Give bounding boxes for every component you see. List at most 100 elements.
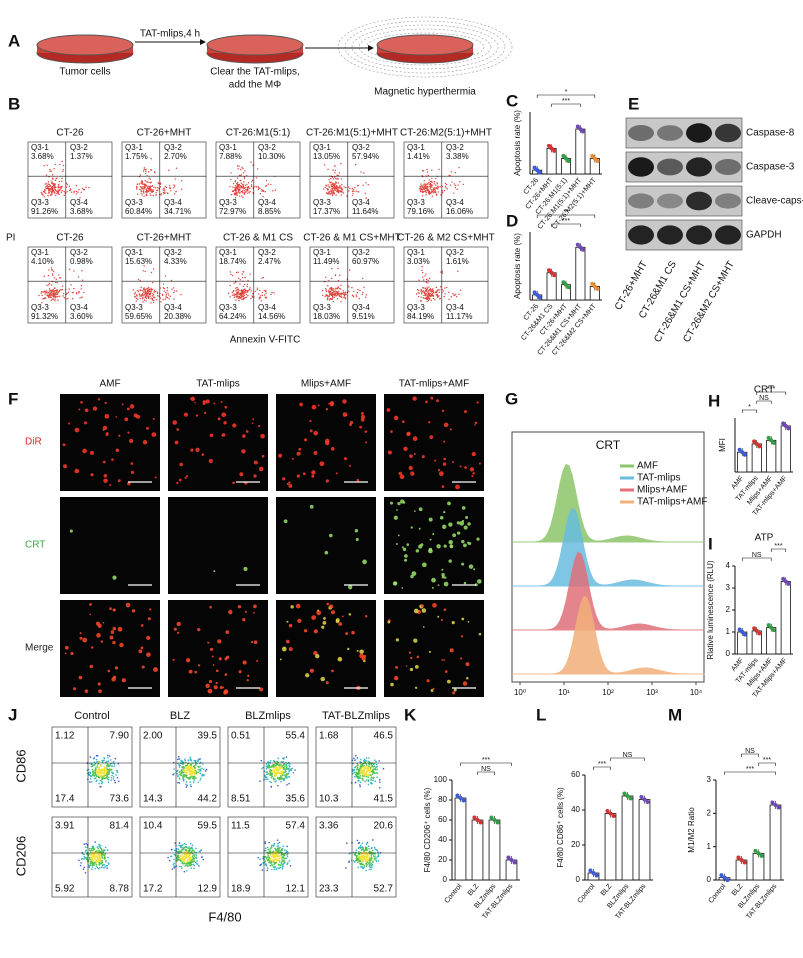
event-dot <box>259 289 261 292</box>
event-dot <box>58 290 61 292</box>
event-dot <box>81 279 84 281</box>
event-dot <box>139 279 141 282</box>
event-dot <box>83 189 86 191</box>
column-title: AMF <box>99 379 120 390</box>
event-dot <box>235 299 237 301</box>
cell-signal <box>467 620 470 623</box>
event-dot <box>147 295 149 297</box>
event-dot <box>270 183 272 186</box>
cell-signal <box>459 465 462 468</box>
event-dot <box>236 194 238 197</box>
event-dot <box>141 293 144 295</box>
cell-signal <box>360 414 366 419</box>
event-dot <box>106 774 108 776</box>
event-dot <box>340 294 343 296</box>
event-dot <box>375 771 378 774</box>
cell-signal <box>476 537 480 541</box>
event-dot <box>356 772 358 774</box>
event-dot <box>358 297 360 300</box>
cell-signal <box>463 581 467 585</box>
event-dot <box>264 842 267 845</box>
cell-signal <box>178 478 182 482</box>
event-dot <box>135 297 138 299</box>
event-dot <box>325 184 327 187</box>
event-dot <box>239 179 241 182</box>
event-dot <box>259 187 261 190</box>
cell-signal <box>329 604 334 609</box>
event-dot <box>246 186 248 189</box>
quadrant-value: 7.88% <box>219 152 242 161</box>
event-dot <box>150 290 152 293</box>
cell-signal <box>281 646 287 652</box>
event-dot <box>240 292 243 295</box>
event-dot <box>180 760 183 763</box>
event-dot <box>274 858 276 861</box>
event-dot <box>420 296 422 298</box>
event-dot <box>52 273 54 275</box>
event-dot <box>276 867 278 869</box>
event-dot <box>440 271 442 273</box>
event-dot <box>265 763 268 765</box>
histogram <box>512 463 704 543</box>
cell-signal <box>224 405 228 409</box>
event-dot <box>101 860 104 862</box>
event-dot <box>356 292 359 294</box>
quadrant-value: 3.68% <box>31 152 54 161</box>
cell-signal <box>288 647 293 652</box>
event-dot <box>445 187 447 189</box>
event-dot <box>428 293 430 295</box>
event-dot <box>82 868 85 871</box>
event-dot <box>58 274 60 276</box>
event-dot <box>354 773 357 776</box>
cell-signal <box>140 646 144 650</box>
event-dot <box>331 289 333 291</box>
event-dot <box>38 294 40 297</box>
replicate-dot <box>461 798 466 803</box>
cell-signal <box>364 430 368 433</box>
event-dot <box>278 859 280 862</box>
event-dot <box>149 185 152 187</box>
cell-signal <box>341 615 344 618</box>
y-tick-label: 1 <box>726 627 731 636</box>
cell-signal <box>410 471 415 476</box>
event-dot <box>180 854 183 856</box>
event-dot <box>421 291 423 294</box>
event-dot <box>173 291 175 294</box>
event-dot <box>150 302 152 304</box>
event-dot <box>257 188 260 191</box>
event-dot <box>341 189 343 191</box>
cell-signal <box>441 409 445 413</box>
cell-signal <box>363 654 367 658</box>
event-dot <box>92 757 95 760</box>
cell-signal <box>474 424 476 426</box>
event-dot <box>270 846 273 849</box>
event-dot <box>190 776 192 778</box>
event-dot <box>166 289 168 292</box>
event-dot <box>373 759 376 761</box>
cell-signal <box>409 667 414 672</box>
event-dot <box>333 193 335 195</box>
event-dot <box>367 767 370 770</box>
panel-label: J <box>8 705 17 724</box>
event-dot <box>366 849 369 851</box>
cell-signal <box>78 675 83 680</box>
cell-signal <box>97 682 101 686</box>
event-dot <box>444 287 446 289</box>
event-dot <box>149 193 151 195</box>
event-dot <box>201 763 204 765</box>
cell-signal <box>260 433 265 439</box>
event-dot <box>44 192 47 194</box>
event-dot <box>85 842 87 845</box>
event-dot <box>110 776 113 779</box>
event-dot <box>174 290 176 292</box>
event-dot <box>272 844 275 847</box>
event-dot <box>282 865 284 867</box>
event-dot <box>107 760 110 763</box>
event-dot <box>284 769 287 772</box>
event-dot <box>235 190 237 193</box>
event-dot <box>200 849 202 851</box>
event-dot <box>357 184 359 187</box>
event-dot <box>95 865 98 868</box>
event-dot <box>358 855 360 858</box>
event-dot <box>272 769 275 771</box>
